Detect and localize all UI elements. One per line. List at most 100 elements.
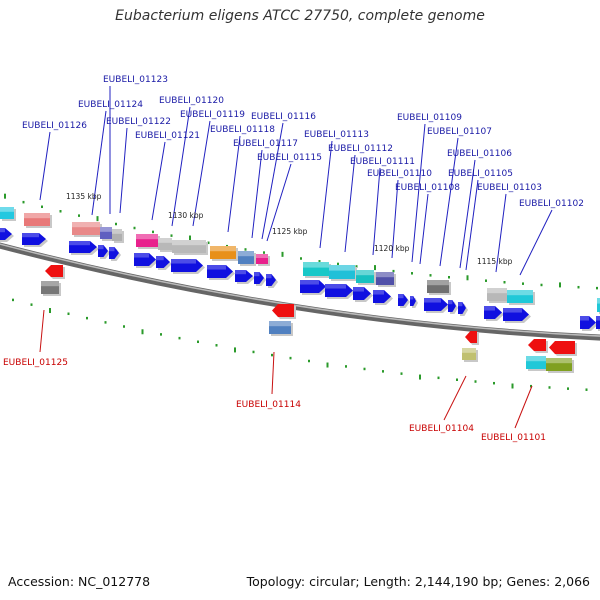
gene-label-leader-line xyxy=(344,154,356,253)
arrow-shine xyxy=(156,256,164,261)
gene-feature-box xyxy=(427,280,451,295)
arrow-shine xyxy=(503,308,522,313)
gene-feature-box xyxy=(72,222,102,237)
arrow-shine xyxy=(300,280,319,285)
feature-shine xyxy=(72,222,100,228)
gene-label: EUBELI_01124 xyxy=(78,100,143,110)
gene-label: EUBELI_01105 xyxy=(448,169,513,179)
tick-mark xyxy=(419,374,421,380)
arrow-body xyxy=(410,296,416,306)
arrow-body xyxy=(171,259,203,272)
tick-marks-layer xyxy=(4,193,598,391)
feature-shine xyxy=(210,246,236,252)
arrow-body xyxy=(22,233,46,245)
tick-mark xyxy=(585,388,588,391)
feature-body xyxy=(41,281,59,294)
arrow-shine xyxy=(22,233,39,238)
gene-label: EUBELI_01120 xyxy=(159,96,224,106)
feature-shine xyxy=(136,234,158,240)
tick-mark xyxy=(152,230,154,234)
gene-feature-box xyxy=(462,348,478,362)
gene-label-leader-line xyxy=(372,167,381,256)
gene-arrow xyxy=(98,245,110,259)
tick-mark xyxy=(456,378,458,381)
tick-mark xyxy=(374,265,376,271)
gene-label-leader-line xyxy=(266,163,292,242)
tick-mark xyxy=(197,340,199,344)
feature-body xyxy=(376,272,394,285)
tick-mark xyxy=(337,262,339,266)
feature-shine xyxy=(526,356,546,362)
tick-mark xyxy=(485,279,487,282)
gene-arrow-reverse xyxy=(528,339,548,353)
feature-body xyxy=(487,288,507,301)
arrow-shine xyxy=(353,287,364,292)
tick-mark xyxy=(78,214,80,217)
tick-mark xyxy=(540,283,543,287)
gene-feature-box xyxy=(136,234,160,249)
arrow-body xyxy=(549,341,575,354)
gene-arrow xyxy=(458,302,468,316)
tick-mark xyxy=(522,282,524,285)
arrow-shine xyxy=(458,302,463,307)
feature-body xyxy=(526,356,546,369)
tick-mark xyxy=(355,265,358,268)
gene-arrow xyxy=(580,316,598,331)
tick-mark xyxy=(86,316,88,320)
arrow-shine xyxy=(207,265,226,270)
tick-mark xyxy=(548,386,551,389)
arrow-shine xyxy=(254,272,260,277)
arrow-body xyxy=(235,270,253,282)
gene-label: EUBELI_01113 xyxy=(304,130,369,140)
tick-mark xyxy=(503,280,506,284)
gene-arrow xyxy=(207,265,235,280)
gene-label: EUBELI_01115 xyxy=(257,153,322,163)
arrow-body xyxy=(0,228,12,240)
gene-label: EUBELI_01125 xyxy=(3,358,68,368)
feature-body xyxy=(0,207,14,219)
feature-body xyxy=(546,358,572,371)
arrow-body xyxy=(156,256,170,268)
arrow-body xyxy=(45,265,63,277)
feature-body xyxy=(269,321,291,334)
gene-feature-box xyxy=(41,281,61,296)
gene-label: EUBELI_01114 xyxy=(236,400,301,410)
tick-mark xyxy=(559,282,561,288)
feature-shine xyxy=(269,321,291,327)
gene-label: EUBELI_01118 xyxy=(210,125,275,135)
tick-mark xyxy=(271,353,273,357)
scale-tick-label: 1120 kbp xyxy=(374,244,410,253)
gene-arrow xyxy=(109,247,121,261)
feature-body xyxy=(356,270,374,283)
tick-mark xyxy=(133,226,136,230)
gene-label-leader-line xyxy=(391,179,399,259)
feature-body xyxy=(597,298,600,312)
arrow-body xyxy=(424,298,448,311)
arrow-shine xyxy=(0,228,5,233)
gene-label-leader-line xyxy=(251,149,263,239)
tick-mark xyxy=(382,370,384,373)
feature-shine xyxy=(546,358,572,364)
tick-mark xyxy=(474,380,477,383)
gene-label-leader-line xyxy=(119,127,128,214)
tick-mark xyxy=(49,308,51,314)
tick-mark xyxy=(326,362,329,368)
page-title: Eubacterium eligens ATCC 27750, complete… xyxy=(115,8,485,24)
genome-backbone xyxy=(0,242,600,341)
feature-shine xyxy=(0,207,14,212)
scale-tick-label: 1115 kbp xyxy=(477,257,513,266)
feature-shine xyxy=(487,288,507,294)
gene-feature-box xyxy=(303,262,331,278)
arrow-body xyxy=(109,247,119,259)
backbone-layer xyxy=(0,242,600,341)
gene-feature-box xyxy=(256,254,270,266)
feature-shine xyxy=(356,270,374,276)
gene-label-leader-line xyxy=(419,193,429,265)
feature-shine xyxy=(303,262,329,268)
gene-arrow xyxy=(0,228,14,242)
gene-arrow xyxy=(69,241,99,255)
gene-label: EUBELI_01102 xyxy=(519,199,584,209)
gene-feature-box xyxy=(487,288,509,303)
tick-mark xyxy=(67,312,70,316)
